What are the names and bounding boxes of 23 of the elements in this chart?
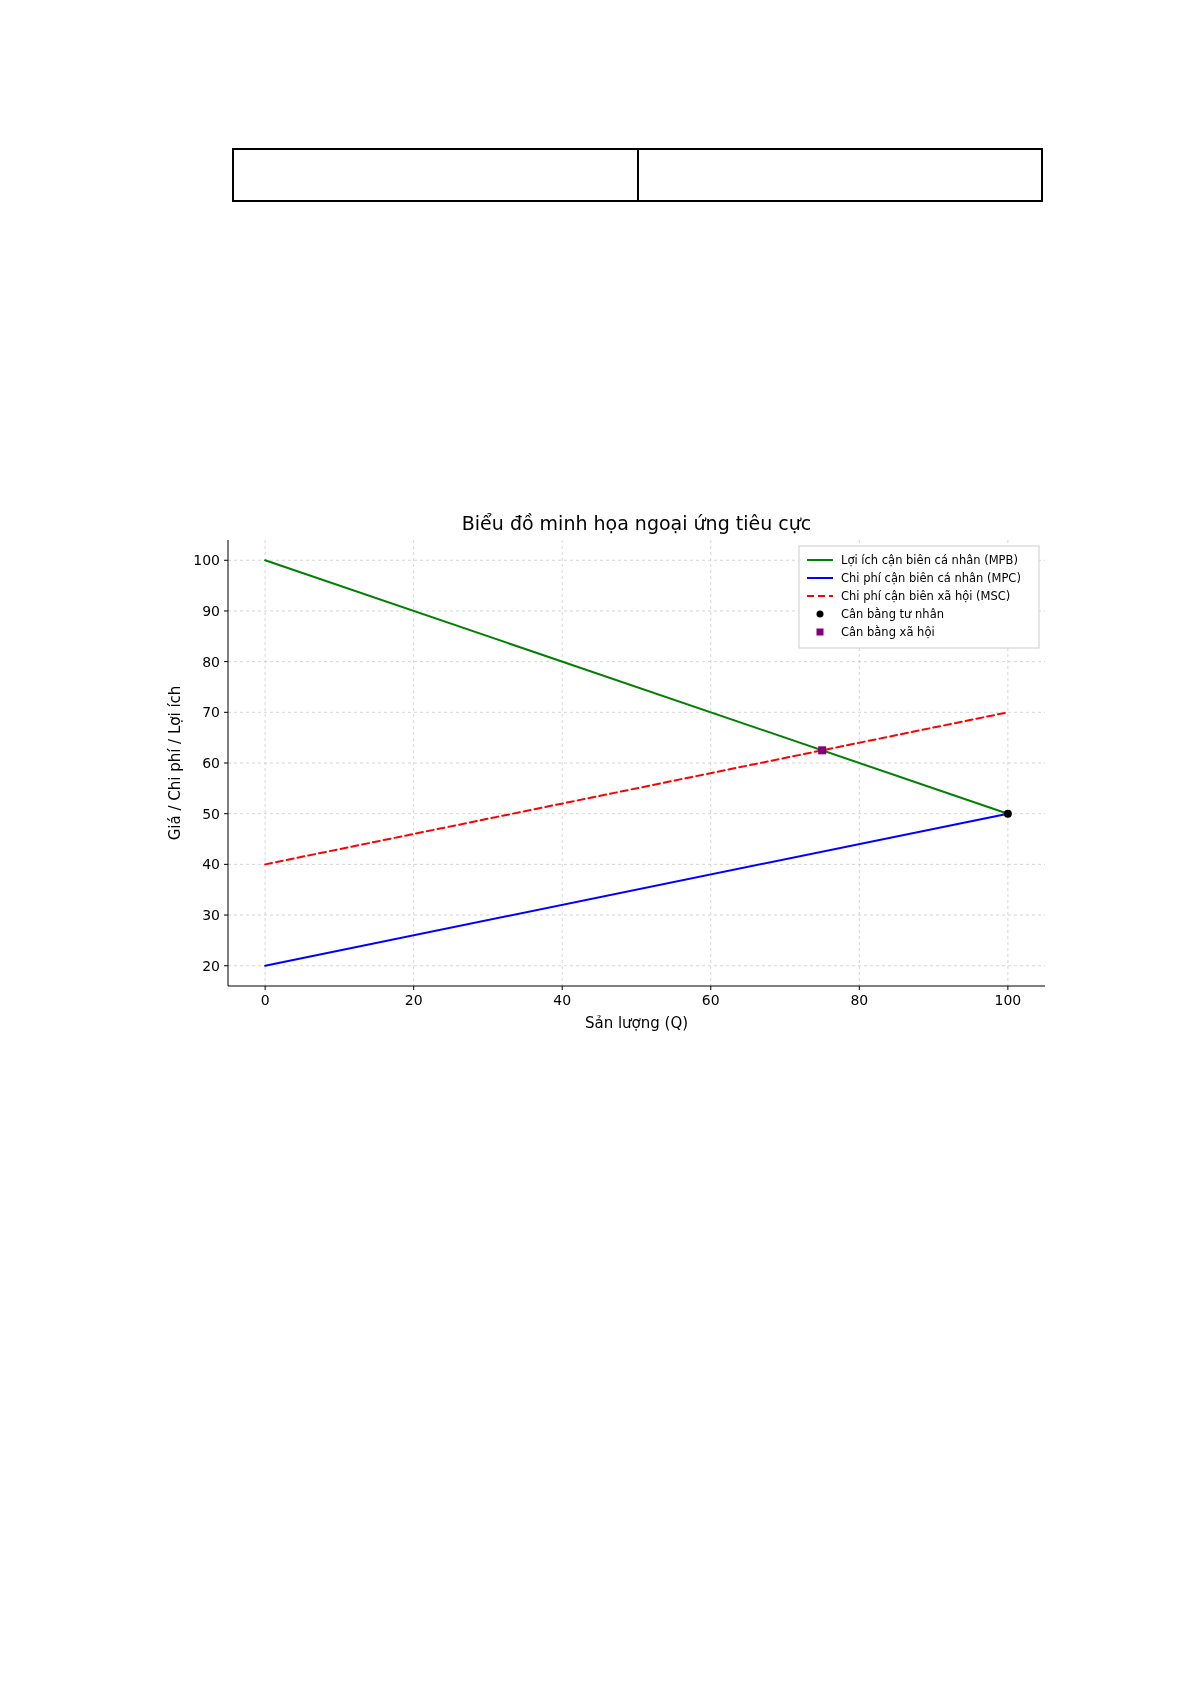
x-tick-label: 80: [850, 992, 869, 1008]
x-axis-title: Sản lượng (Q): [584, 1014, 689, 1032]
legend-label: Chi phí cận biên xã hội (MSC): [841, 589, 1011, 603]
y-tick-label: 80: [202, 653, 220, 670]
y-tick-label: 50: [202, 805, 220, 822]
y-tick-label: 100: [193, 552, 220, 569]
y-tick-label: 40: [202, 856, 220, 873]
x-tick-label: 20: [404, 992, 423, 1008]
x-tick-label: 60: [701, 992, 720, 1008]
y-tick-label: 60: [202, 755, 220, 771]
y-axis-title: Giá / Chi phí / Lợi ích: [166, 685, 184, 841]
x-tick-label: 100: [994, 992, 1022, 1008]
legend-label: Chi phí cận biên cá nhân (MPC): [841, 571, 1021, 585]
x-tick-label: 0: [260, 992, 270, 1008]
legend-label: Lợi ích cận biên cá nhân (MPB): [841, 553, 1018, 567]
y-tick-label: 20: [202, 957, 220, 974]
legend-label: Cân bằng xã hội: [841, 625, 935, 639]
y-tick-label: 90: [202, 602, 220, 619]
chart-title: Biểu đồ minh họa ngoại ứng tiêu cực: [461, 512, 812, 534]
x-tick-label: 40: [553, 992, 572, 1008]
legend-label: Cân bằng tư nhân: [841, 607, 944, 621]
y-tick-label: 70: [202, 704, 220, 721]
y-tick-label: 30: [202, 907, 220, 924]
